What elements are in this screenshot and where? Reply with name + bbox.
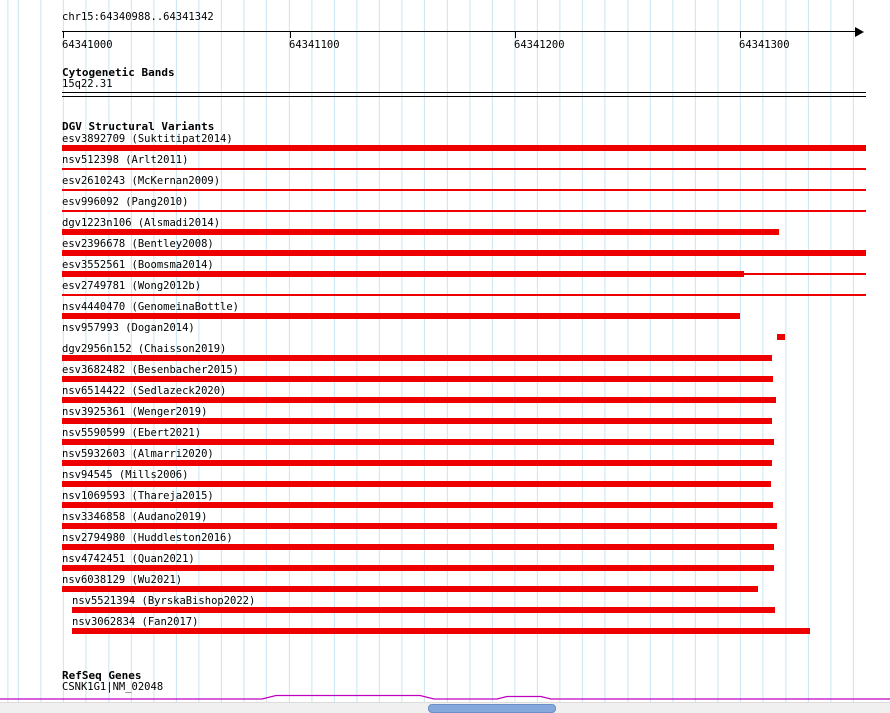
variant-label: nsv5521394 (ByrskaBishop2022) xyxy=(72,595,256,607)
variant-row: dgv2956n152 (Chaisson2019) xyxy=(0,344,890,364)
horizontal-scrollbar[interactable] xyxy=(0,702,890,713)
variant-label: nsv6038129 (Wu2021) xyxy=(62,574,183,586)
variant-bar[interactable] xyxy=(72,628,810,634)
variant-bar[interactable] xyxy=(62,229,779,235)
scrollbar-thumb[interactable] xyxy=(428,704,556,713)
ruler-line xyxy=(62,31,856,32)
ruler-tick-mark xyxy=(63,32,64,38)
variant-label: nsv957993 (Dogan2014) xyxy=(62,322,195,334)
variant-row: dgv1223n106 (Alsmadi2014) xyxy=(0,218,890,238)
variant-extent-line[interactable] xyxy=(744,273,866,275)
variant-label: esv2610243 (McKernan2009) xyxy=(62,175,221,187)
variant-label: nsv5932603 (Almarri2020) xyxy=(62,448,214,460)
refseq-genes-heading: RefSeq Genes xyxy=(62,669,142,682)
variant-row: nsv94545 (Mills2006) xyxy=(0,470,890,490)
variant-label: dgv2956n152 (Chaisson2019) xyxy=(62,343,227,355)
gene-name-label: CSNK1G1|NM_02048 xyxy=(62,681,164,693)
variant-bar[interactable] xyxy=(62,250,866,256)
variant-row: nsv957993 (Dogan2014) xyxy=(0,323,890,343)
ruler-tick-label: 64341000 xyxy=(62,39,113,51)
variant-bar[interactable] xyxy=(62,460,772,466)
variant-bar[interactable] xyxy=(777,334,785,340)
dgv-structural-variants-heading: DGV Structural Variants xyxy=(62,120,215,133)
cytogenetic-bands-heading: Cytogenetic Bands xyxy=(62,66,175,79)
variant-row: esv2396678 (Bentley2008) xyxy=(0,239,890,259)
variant-label: esv2396678 (Bentley2008) xyxy=(62,238,214,250)
variant-bar[interactable] xyxy=(62,271,744,277)
variant-bar[interactable] xyxy=(62,565,774,571)
variant-label: esv3892709 (Suktitipat2014) xyxy=(62,133,233,145)
variant-row: esv2749781 (Wong2012b) xyxy=(0,281,890,301)
variant-label: nsv2794980 (Huddleston2016) xyxy=(62,532,233,544)
variant-bar[interactable] xyxy=(62,418,772,424)
variant-bar[interactable] xyxy=(62,376,773,382)
variant-label: nsv3925361 (Wenger2019) xyxy=(62,406,208,418)
variant-label: esv2749781 (Wong2012b) xyxy=(62,280,202,292)
variant-bar[interactable] xyxy=(62,544,774,550)
gene-model-line[interactable] xyxy=(0,694,890,700)
variant-label: nsv6514422 (Sedlazeck2020) xyxy=(62,385,227,397)
variant-row: nsv6038129 (Wu2021) xyxy=(0,575,890,595)
variant-bar[interactable] xyxy=(62,313,740,319)
variant-row: nsv5590599 (Ebert2021) xyxy=(0,428,890,448)
ruler-tick-label: 64341100 xyxy=(289,39,340,51)
ruler-tick-label: 64341300 xyxy=(739,39,790,51)
variant-label: nsv94545 (Mills2006) xyxy=(62,469,189,481)
variant-bar[interactable] xyxy=(62,355,772,361)
variant-label: esv996092 (Pang2010) xyxy=(62,196,189,208)
ruler-tick-mark xyxy=(515,32,516,38)
variant-bar[interactable] xyxy=(62,439,774,445)
cytoband-label: 15q22.31 xyxy=(62,78,113,90)
ruler-tick-mark xyxy=(290,32,291,38)
variant-row: nsv2794980 (Huddleston2016) xyxy=(0,533,890,553)
variant-extent-line[interactable] xyxy=(62,168,866,170)
variant-extent-line[interactable] xyxy=(62,294,866,296)
variant-row: nsv6514422 (Sedlazeck2020) xyxy=(0,386,890,406)
ruler-tick-label: 64341200 xyxy=(514,39,565,51)
variant-bar[interactable] xyxy=(62,145,866,151)
variant-bar[interactable] xyxy=(62,586,758,592)
variant-row: nsv5932603 (Almarri2020) xyxy=(0,449,890,469)
region-label: chr15:64340988..64341342 xyxy=(62,11,214,23)
ruler-arrow-right-icon xyxy=(855,27,864,37)
variant-extent-line[interactable] xyxy=(62,189,866,191)
ruler-tick-mark xyxy=(740,32,741,38)
variant-row: esv2610243 (McKernan2009) xyxy=(0,176,890,196)
variant-bar[interactable] xyxy=(62,523,777,529)
variant-bar[interactable] xyxy=(62,502,773,508)
variant-row: esv996092 (Pang2010) xyxy=(0,197,890,217)
variant-bar[interactable] xyxy=(62,481,771,487)
variant-row: esv3552561 (Boomsma2014) xyxy=(0,260,890,280)
refseq-gene-glyph[interactable] xyxy=(0,691,890,703)
variant-row: nsv4742451 (Quan2021) xyxy=(0,554,890,574)
variant-bar[interactable] xyxy=(72,607,775,613)
variant-label: nsv4440470 (GenomeinaBottle) xyxy=(62,301,240,313)
variant-label: dgv1223n106 (Alsmadi2014) xyxy=(62,217,221,229)
coordinate-gridlines xyxy=(0,0,868,702)
variant-label: nsv3346858 (Audano2019) xyxy=(62,511,208,523)
cytoband-glyph[interactable] xyxy=(62,92,866,97)
variant-row: nsv3925361 (Wenger2019) xyxy=(0,407,890,427)
variant-label: nsv1069593 (Thareja2015) xyxy=(62,490,214,502)
variant-row: nsv1069593 (Thareja2015) xyxy=(0,491,890,511)
variant-label: esv3682482 (Besenbacher2015) xyxy=(62,364,240,376)
variant-row: nsv3346858 (Audano2019) xyxy=(0,512,890,532)
variant-row: esv3892709 (Suktitipat2014) xyxy=(0,134,890,154)
variant-row: nsv4440470 (GenomeinaBottle) xyxy=(0,302,890,322)
variant-row: nsv512398 (Arlt2011) xyxy=(0,155,890,175)
variant-label: esv3552561 (Boomsma2014) xyxy=(62,259,214,271)
variant-label: nsv512398 (Arlt2011) xyxy=(62,154,189,166)
variant-extent-line[interactable] xyxy=(62,210,866,212)
variant-label: nsv4742451 (Quan2021) xyxy=(62,553,195,565)
variant-row: nsv5521394 (ByrskaBishop2022) xyxy=(0,596,890,616)
variant-row: esv3682482 (Besenbacher2015) xyxy=(0,365,890,385)
variant-bar[interactable] xyxy=(62,397,776,403)
variant-label: nsv5590599 (Ebert2021) xyxy=(62,427,202,439)
variant-row: nsv3062834 (Fan2017) xyxy=(0,617,890,637)
variant-label: nsv3062834 (Fan2017) xyxy=(72,616,199,628)
